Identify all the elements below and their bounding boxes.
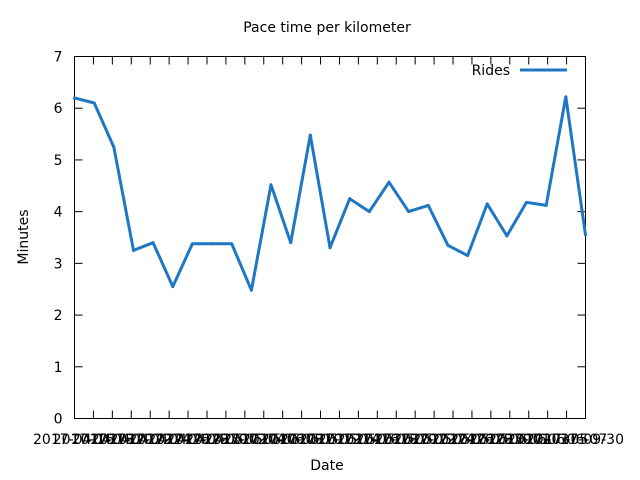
- data-point: [210, 242, 214, 246]
- data-point: [348, 197, 352, 201]
- data-point: [564, 95, 568, 99]
- data-point: [151, 241, 155, 245]
- data-point: [446, 243, 450, 247]
- x-tick-label: 2017-05-02: [185, 432, 266, 448]
- x-tick-label: 2017-05-28: [431, 432, 512, 448]
- legend: Rides: [472, 63, 567, 79]
- data-point: [190, 242, 194, 246]
- x-tick-label: 2017-04-26: [128, 432, 209, 448]
- y-tick-label: 5: [54, 153, 63, 169]
- x-tick-label: 2017-04-24: [110, 432, 191, 448]
- data-point: [584, 233, 587, 237]
- data-point: [367, 210, 371, 214]
- x-tick-label: 2017-04-20: [72, 432, 153, 448]
- data-point: [171, 285, 175, 289]
- data-point: [112, 145, 116, 149]
- x-tick-label: 2017-05-04: [204, 432, 285, 448]
- y-tick-label: 3: [54, 256, 63, 272]
- x-tick-label: 2017-06-03: [488, 432, 569, 448]
- x-tick-label: 2017-04-28: [147, 432, 228, 448]
- x-axis-ticks: 2017-04-162017-04-182017-04-202017-04-22…: [33, 56, 624, 448]
- x-tick-label: 2017-05-10: [261, 432, 342, 448]
- x-tick-label: 2017-05-22: [374, 432, 455, 448]
- data-point: [505, 234, 509, 238]
- y-axis-ticks: 0 1 2 3 4 5 6 7: [54, 50, 586, 428]
- data-point: [308, 133, 312, 137]
- y-tick-label: 0: [54, 412, 63, 428]
- data-point: [525, 200, 529, 204]
- y-tick-label: 1: [54, 360, 63, 376]
- data-point: [544, 203, 548, 207]
- plot-area-frame: [74, 56, 586, 419]
- x-tick-label: 2017-04-22: [91, 432, 172, 448]
- y-tick-label: 2: [54, 308, 63, 324]
- data-point: [387, 180, 391, 184]
- data-point: [230, 242, 234, 246]
- x-tick-label: 2017-05-18: [337, 432, 418, 448]
- data-point: [249, 288, 253, 292]
- data-point: [407, 210, 411, 214]
- x-tick-label: 2017-05-14: [299, 432, 380, 448]
- data-point: [485, 202, 489, 206]
- x-tick-label: 2017-05-30: [450, 432, 531, 448]
- x-tick-label: 2017-05-20: [356, 432, 437, 448]
- x-tick-label: 2017-05-12: [280, 432, 361, 448]
- x-tick-label: 2017-05-26: [412, 432, 493, 448]
- data-point: [269, 183, 273, 187]
- data-point: [73, 96, 76, 100]
- data-point: [466, 254, 470, 258]
- x-tick-label: 2017-04-16: [33, 432, 114, 448]
- legend-label-rides: Rides: [472, 63, 510, 79]
- data-point: [328, 246, 332, 250]
- chart-title: Pace time per kilometer: [243, 20, 411, 36]
- x-tick-label: 2017-06-01: [469, 432, 550, 448]
- data-point: [426, 203, 430, 207]
- y-axis-label: Minutes: [16, 209, 32, 264]
- x-tick-label: 2017-05-24: [393, 432, 474, 448]
- x-tick-label: 2017-05-08: [242, 432, 323, 448]
- x-tick-label: 2017-06-07: [526, 432, 607, 448]
- x-tick-label: 2017-04-30: [166, 432, 247, 448]
- x-tick-label: 2017-05-06: [223, 432, 304, 448]
- x-tick-label: 2017-04-18: [53, 432, 134, 448]
- series-line-rides: [74, 95, 587, 292]
- x-tick-label: 2017-09-30: [543, 432, 624, 448]
- y-tick-label: 7: [54, 50, 63, 66]
- data-point: [289, 241, 293, 245]
- data-point: [131, 248, 135, 252]
- y-tick-label: 6: [54, 101, 63, 117]
- x-axis-label: Date: [310, 458, 343, 474]
- x-tick-label: 2017-05-16: [318, 432, 399, 448]
- series-group: [73, 95, 587, 292]
- y-tick-label: 4: [54, 205, 63, 221]
- x-tick-label: 2017-06-05: [507, 432, 588, 448]
- data-point: [92, 101, 96, 105]
